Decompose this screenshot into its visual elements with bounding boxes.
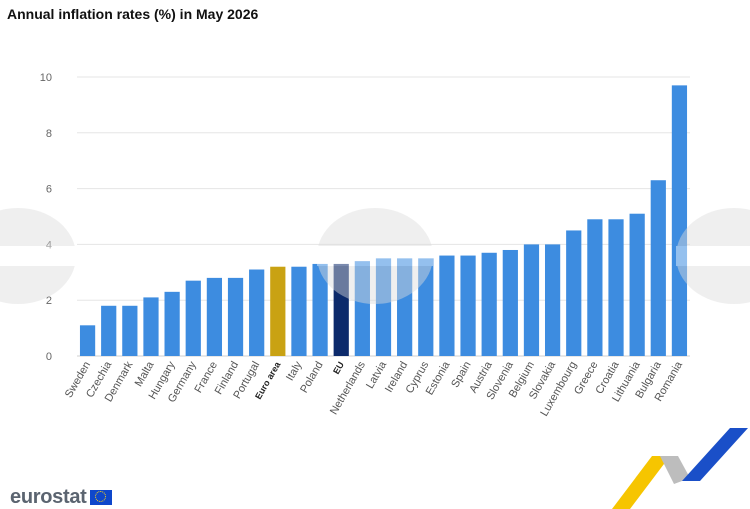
bar[interactable] — [143, 297, 159, 356]
bar[interactable] — [312, 263, 328, 356]
x-tick-label: EU — [331, 360, 346, 376]
bar[interactable] — [502, 249, 518, 356]
bar[interactable] — [544, 244, 561, 356]
eurostat-logo: eurostat — [10, 486, 112, 509]
bar[interactable] — [227, 277, 244, 356]
bar-layer — [79, 85, 688, 357]
y-tick-label: 4 — [46, 239, 52, 251]
bar[interactable] — [291, 266, 307, 356]
y-tick-label: 0 — [46, 351, 52, 363]
corner-decoration-icon — [612, 428, 748, 509]
bar[interactable] — [206, 277, 223, 356]
bar[interactable] — [397, 258, 413, 356]
bar[interactable] — [375, 258, 392, 356]
bar[interactable] — [671, 85, 688, 357]
bar[interactable] — [523, 244, 540, 356]
bar[interactable] — [650, 180, 666, 356]
x-tick-label: Italy — [284, 359, 305, 383]
bar[interactable] — [270, 266, 286, 356]
bar[interactable] — [587, 219, 603, 356]
logo-text: eurostat — [10, 486, 87, 508]
y-tick-label: 10 — [40, 72, 52, 84]
bar[interactable] — [354, 261, 370, 356]
watermark-center — [317, 208, 433, 304]
bar[interactable] — [79, 325, 96, 356]
bar[interactable] — [164, 291, 180, 356]
y-tick-label: 2 — [46, 295, 52, 307]
bar[interactable] — [249, 269, 265, 356]
bar[interactable] — [629, 213, 645, 356]
bar[interactable] — [481, 252, 497, 356]
chart-title: Annual inflation rates (%) in May 2026 — [7, 6, 259, 22]
bar[interactable] — [122, 305, 138, 356]
bar[interactable] — [566, 230, 582, 356]
bar[interactable] — [418, 258, 434, 356]
bar[interactable] — [101, 305, 117, 356]
y-tick-label: 6 — [46, 184, 52, 196]
bar[interactable] — [460, 255, 476, 356]
bar[interactable] — [608, 219, 624, 356]
bar[interactable] — [185, 280, 201, 356]
bar[interactable] — [333, 263, 349, 356]
y-tick-label: 8 — [46, 128, 52, 140]
eu-flag-icon — [89, 490, 112, 505]
bar[interactable] — [439, 255, 455, 356]
